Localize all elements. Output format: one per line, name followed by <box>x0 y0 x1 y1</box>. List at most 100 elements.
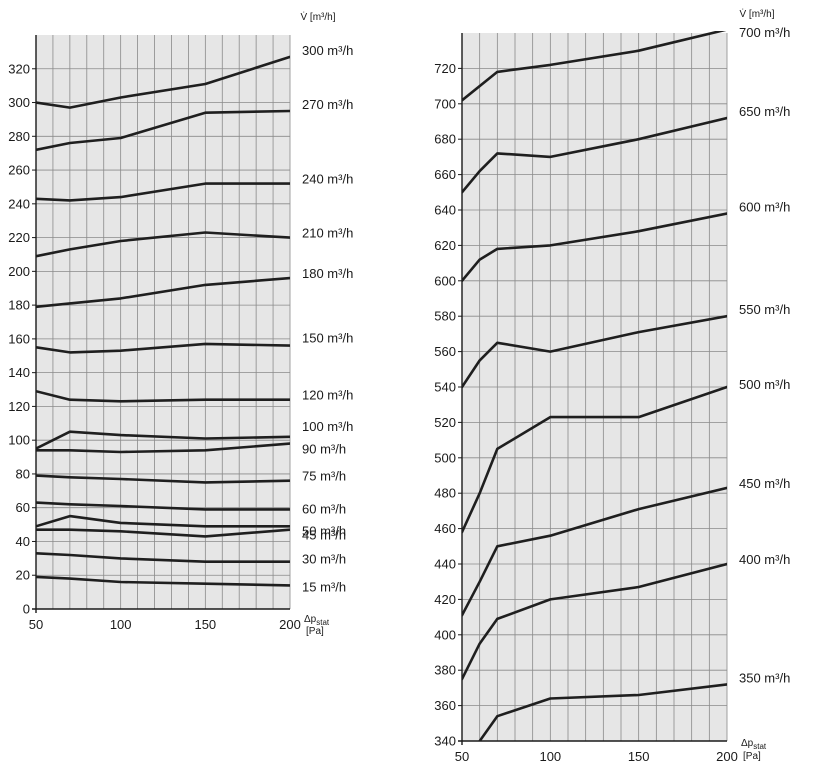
series-line <box>36 575 290 587</box>
series-line <box>36 551 290 564</box>
curves <box>36 55 290 587</box>
x-axis-unit: [Pa] <box>743 751 761 762</box>
y-tick-label: 560 <box>434 344 456 359</box>
series-line <box>36 389 290 403</box>
x-axis-unit: [Pa] <box>306 626 324 637</box>
y-tick-label: 460 <box>434 521 456 536</box>
x-tick-label: 50 <box>29 617 43 632</box>
series-line <box>462 562 727 681</box>
y-tick-label: 700 <box>434 96 456 111</box>
series-line <box>462 31 727 102</box>
series-line <box>36 109 290 152</box>
y-tick-label: 600 <box>434 273 456 288</box>
y-tick-label: 400 <box>434 627 456 642</box>
x-tick-label: 150 <box>194 617 216 632</box>
series-label: 45 m³/h <box>302 528 346 543</box>
chart-1: 0 20 40 60 80 100 120 140 160 180 200 220 240 260 280 3… <box>8 10 353 637</box>
y-tick-label: 540 <box>434 380 456 395</box>
y-tick-label: 440 <box>434 557 456 572</box>
x-axis-label: Δpstat <box>304 614 330 627</box>
y-axis-label: V̇ [m³/h] <box>300 10 335 23</box>
series-label: 100 m³/h <box>302 419 353 434</box>
series-label: 500 m³/h <box>739 377 790 392</box>
series-line <box>36 501 290 511</box>
series-line <box>462 212 727 283</box>
series-line <box>36 276 290 309</box>
series-label: 120 m³/h <box>302 388 353 403</box>
series-label: 90 m³/h <box>302 442 346 457</box>
series-line <box>36 514 290 528</box>
y-tick-label: 660 <box>434 167 456 182</box>
series-label: 180 m³/h <box>302 266 353 281</box>
series-label: 600 m³/h <box>739 200 790 215</box>
curves <box>462 31 727 741</box>
y-tick-label: 240 <box>8 196 30 211</box>
series-line <box>36 231 290 258</box>
y-tick-label: 520 <box>434 415 456 430</box>
y-tick-label: 380 <box>434 663 456 678</box>
series-label: 650 m³/h <box>739 104 790 119</box>
y-axis-label: V̇ [m³/h] <box>739 7 774 20</box>
series-line <box>462 116 727 194</box>
series-line <box>36 528 290 538</box>
series-label: 240 m³/h <box>302 172 353 187</box>
series-label: 400 m³/h <box>739 552 790 567</box>
series-line <box>478 683 727 741</box>
series-label: 60 m³/h <box>302 501 346 516</box>
y-tick-label: 420 <box>434 592 456 607</box>
y-tick-label: 80 <box>16 466 30 481</box>
series-line <box>462 314 727 389</box>
series-line <box>36 442 290 454</box>
series-line <box>36 55 290 109</box>
series-line <box>462 486 727 617</box>
x-axis-label: Δpstat <box>741 738 767 751</box>
plot-area <box>36 35 290 609</box>
series-label: 550 m³/h <box>739 302 790 317</box>
y-tick-label: 160 <box>8 331 30 346</box>
x-tick-label: 100 <box>539 749 561 764</box>
y-tick-label: 60 <box>16 500 30 515</box>
y-tick-label: 260 <box>8 163 30 178</box>
y-tick-label: 280 <box>8 129 30 144</box>
y-tick-label: 640 <box>434 203 456 218</box>
series-label: 50 m³/h <box>302 523 346 538</box>
y-tick-label: 360 <box>434 698 456 713</box>
series-label: 300 m³/h <box>302 43 353 58</box>
series-label: 700 m³/h <box>739 25 790 40</box>
x-tick-label: 50 <box>455 749 469 764</box>
series-label: 75 m³/h <box>302 469 346 484</box>
series-line <box>36 430 290 450</box>
y-tick-label: 480 <box>434 486 456 501</box>
x-tick-label: 200 <box>716 749 738 764</box>
y-tick-label: 120 <box>8 399 30 414</box>
y-tick-label: 620 <box>434 238 456 253</box>
y-tick-label: 180 <box>8 298 30 313</box>
x-tick-label: 150 <box>628 749 650 764</box>
series-label: 15 m³/h <box>302 579 346 594</box>
y-tick-label: 220 <box>8 230 30 245</box>
y-tick-label: 100 <box>8 433 30 448</box>
series-label: 350 m³/h <box>739 670 790 685</box>
y-tick-label: 0 <box>23 602 30 617</box>
y-tick-label: 680 <box>434 132 456 147</box>
series-label: 450 m³/h <box>739 476 790 491</box>
grid <box>461 33 728 742</box>
grid <box>35 35 291 610</box>
chart-2: 340 360 380 400 420 440 460 480 500 520 540 560 580 6… <box>434 7 790 764</box>
series-line <box>462 385 727 534</box>
x-tick-label: 100 <box>110 617 132 632</box>
series-label: 150 m³/h <box>302 331 353 346</box>
x-tick-label: 200 <box>279 617 301 632</box>
y-tick-label: 40 <box>16 534 30 549</box>
series-line <box>36 474 290 484</box>
y-tick-label: 140 <box>8 365 30 380</box>
series-label: 30 m³/h <box>302 552 346 567</box>
y-tick-label: 500 <box>434 450 456 465</box>
series-line <box>36 182 290 202</box>
y-tick-label: 20 <box>16 568 30 583</box>
y-tick-label: 320 <box>8 61 30 76</box>
series-label: 270 m³/h <box>302 97 353 112</box>
series-label: 210 m³/h <box>302 226 353 241</box>
y-tick-label: 300 <box>8 95 30 110</box>
